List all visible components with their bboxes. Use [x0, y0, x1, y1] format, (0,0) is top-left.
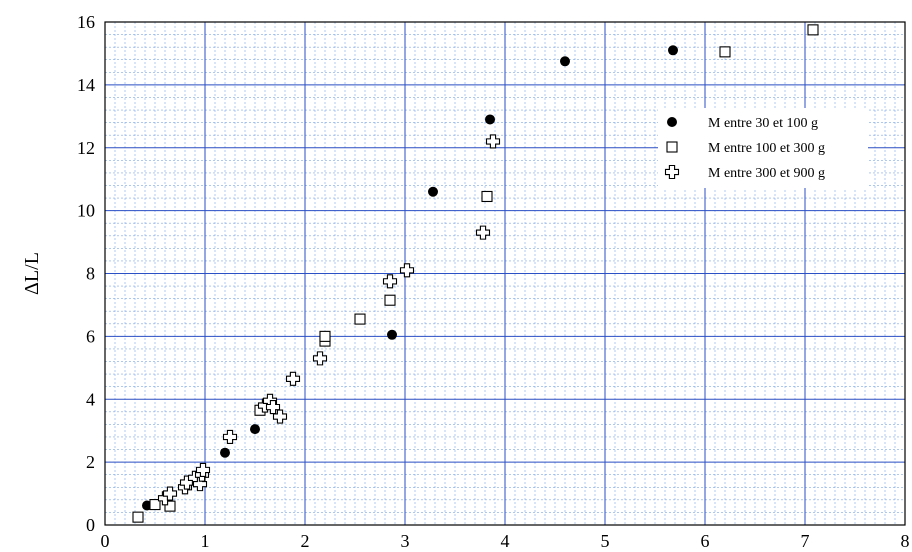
- series-1: [142, 45, 678, 511]
- data-point: [354, 313, 366, 325]
- y-tick-label: 6: [86, 326, 95, 346]
- data-point: [319, 330, 331, 342]
- data-point: [382, 274, 398, 289]
- data-point: [485, 134, 501, 149]
- data-point: [272, 409, 288, 424]
- data-point: [560, 56, 570, 67]
- y-tick-label: 10: [77, 201, 95, 221]
- x-tick-label: 0: [101, 531, 110, 551]
- x-tick-label: 6: [701, 531, 710, 551]
- data-point: [668, 45, 678, 56]
- data-point: [384, 294, 396, 306]
- y-tick-label: 16: [77, 12, 95, 32]
- data-point: [399, 263, 415, 278]
- data-point: [387, 329, 397, 340]
- data-point: [220, 447, 230, 458]
- data-point: [195, 462, 211, 478]
- legend-marker: [667, 117, 677, 127]
- y-tick-label: 14: [77, 75, 95, 95]
- data-points: [132, 24, 819, 523]
- x-tick-label: 1: [201, 531, 210, 551]
- y-tick-label: 12: [77, 138, 95, 158]
- y-tick-label: 2: [86, 452, 95, 472]
- legend-label: M entre 30 et 100 g: [708, 116, 818, 131]
- data-point: [132, 511, 144, 523]
- data-point: [807, 24, 819, 36]
- y-tick-label: 0: [86, 515, 95, 535]
- data-point: [485, 114, 495, 125]
- data-point: [250, 424, 260, 435]
- y-axis-ticks: 0 2 4 6 8 10 12 14 16: [77, 12, 95, 535]
- x-tick-label: 5: [601, 531, 610, 551]
- x-tick-label: 7: [801, 531, 810, 551]
- x-axis-ticks: 0 1 2 3 4 5 6 7 8: [101, 531, 910, 551]
- data-point: [162, 486, 178, 501]
- x-tick-label: 8: [901, 531, 910, 551]
- legend: M entre 30 et 100 g M entre 100 et 300 g M…: [658, 108, 868, 188]
- y-tick-label: 4: [86, 389, 95, 409]
- data-point: [481, 190, 493, 203]
- data-point: [149, 499, 161, 511]
- data-point: [222, 429, 238, 445]
- x-tick-label: 4: [501, 531, 510, 551]
- legend-label: M entre 300 et 900 g: [708, 166, 825, 181]
- plot-frame: [104, 21, 906, 526]
- legend-marker: [666, 141, 678, 153]
- data-point: [428, 186, 438, 197]
- legend-marker: [664, 164, 680, 180]
- data-point: [312, 351, 328, 366]
- data-point: [285, 371, 301, 386]
- y-tick-label: 8: [86, 264, 95, 284]
- x-tick-label: 3: [401, 531, 410, 551]
- legend-box: [658, 108, 868, 188]
- data-point: [719, 46, 731, 58]
- series-3: [157, 134, 501, 506]
- x-tick-label: 2: [301, 531, 310, 551]
- y-axis-title: ΔL/L: [21, 252, 43, 295]
- legend-label: M entre 100 et 300 g: [708, 141, 825, 156]
- data-point: [475, 225, 491, 240]
